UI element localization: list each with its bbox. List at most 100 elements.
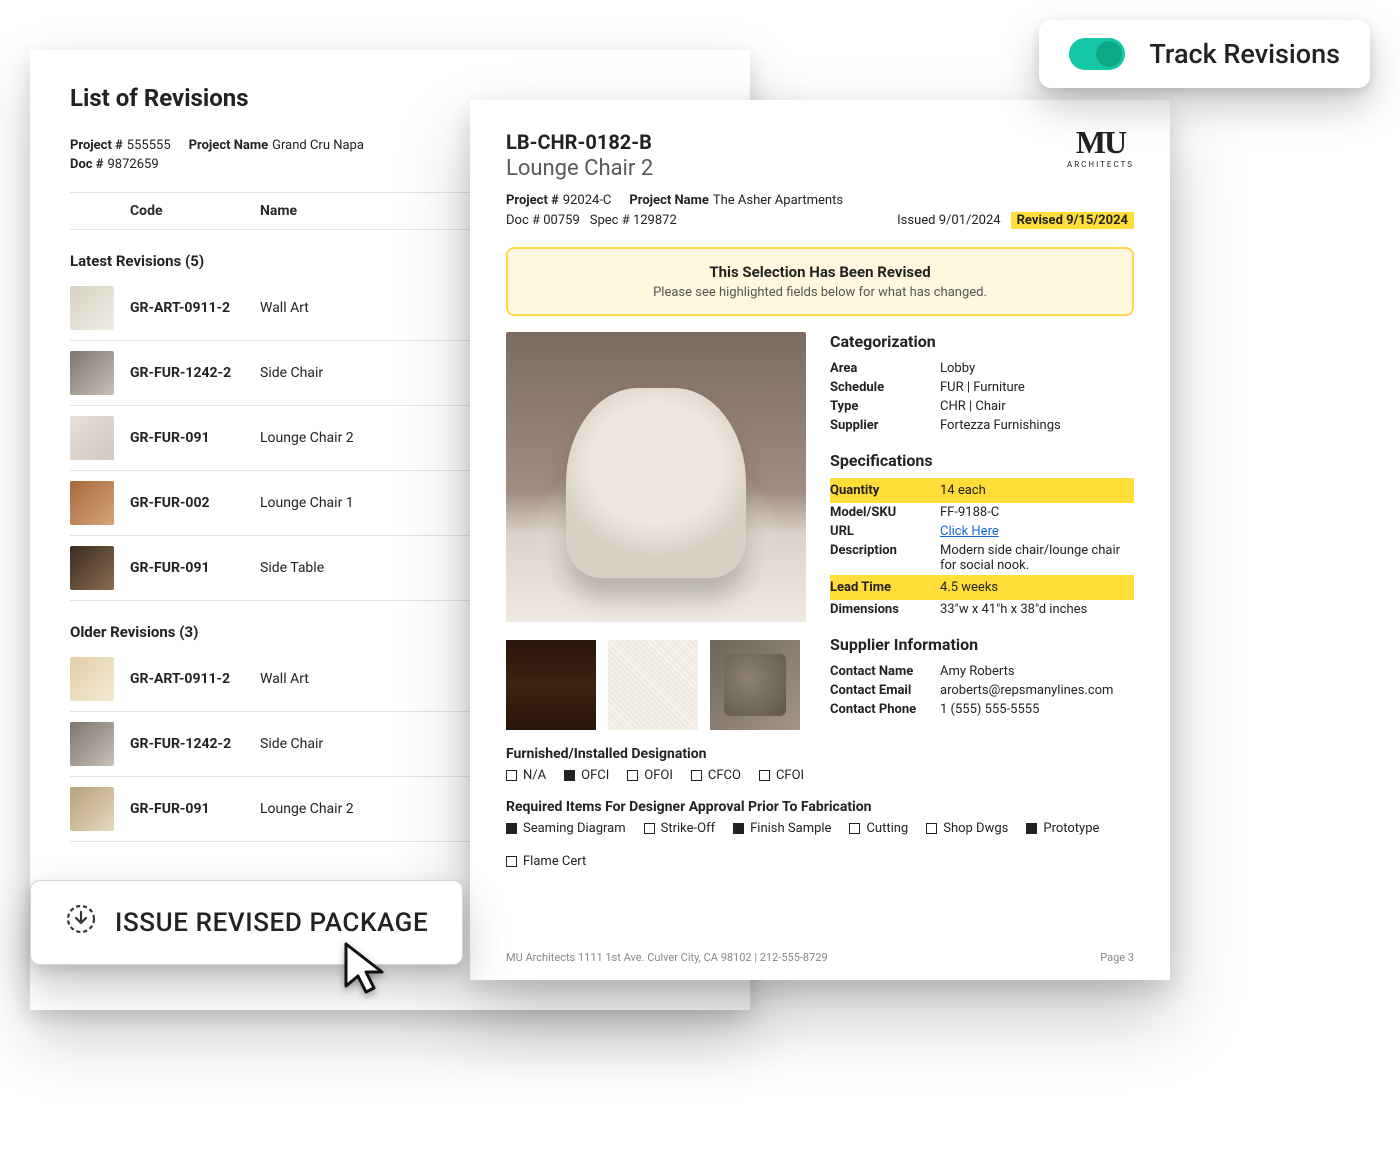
- footer-left: MU Architects 1111 1st Ave. Culver City,…: [506, 951, 828, 964]
- product-thumbnail: [70, 416, 114, 460]
- spec-revised-label: Revised: [1017, 213, 1063, 228]
- project-name-label: Project Name: [189, 138, 269, 153]
- product-thumbnail: [70, 286, 114, 330]
- v-url[interactable]: Click Here: [940, 524, 1134, 539]
- row-code: GR-FUR-091: [130, 560, 260, 576]
- checkbox-label: Flame Cert: [523, 854, 586, 869]
- doc-number: 9872659: [108, 157, 159, 172]
- checkbox-option[interactable]: Strike-Off: [644, 821, 715, 836]
- k-model: Model/SKU: [830, 505, 940, 520]
- checkbox-label: N/A: [523, 768, 546, 783]
- swatch-wood[interactable]: [506, 640, 596, 730]
- checkbox-option[interactable]: Seaming Diagram: [506, 821, 626, 836]
- product-thumbnail: [70, 657, 114, 701]
- checkbox-option[interactable]: OFCI: [564, 768, 609, 783]
- v-type: CHR | Chair: [940, 399, 1134, 414]
- spec-sheet-document: MU ARCHITECTS LB-CHR-0182-B Lounge Chair…: [470, 100, 1170, 980]
- checkbox-option[interactable]: Finish Sample: [733, 821, 831, 836]
- checkbox-label: Strike-Off: [661, 821, 715, 836]
- specifications-heading: Specifications: [830, 451, 1134, 470]
- row-code: GR-ART-0911-2: [130, 671, 260, 687]
- spec-footer: MU Architects 1111 1st Ave. Culver City,…: [506, 951, 1134, 964]
- spec-number-label: Spec #: [590, 213, 630, 228]
- spec-project-number: 92024-C: [563, 193, 612, 208]
- product-thumbnail: [70, 351, 114, 395]
- brand-wordmark: MU: [1067, 130, 1134, 156]
- checkbox-option[interactable]: Shop Dwgs: [926, 821, 1008, 836]
- track-revisions-card: Track Revisions: [1039, 20, 1370, 88]
- row-code: GR-FUR-091: [130, 801, 260, 817]
- checkbox-label: OFCI: [581, 768, 609, 783]
- v-supplier: Fortezza Furnishings: [940, 418, 1134, 433]
- categorization-heading: Categorization: [830, 332, 1134, 351]
- spec-revised-date: 9/15/2024: [1066, 213, 1128, 228]
- swatch-fabric[interactable]: [608, 640, 698, 730]
- checkbox-icon: [506, 823, 517, 834]
- checkbox-label: Prototype: [1043, 821, 1099, 836]
- checkbox-option[interactable]: CFOI: [759, 768, 804, 783]
- k-url: URL: [830, 524, 940, 539]
- checkbox-icon: [1026, 823, 1037, 834]
- supplier-heading: Supplier Information: [830, 635, 1134, 654]
- product-thumbnail: [70, 722, 114, 766]
- checkbox-label: Seaming Diagram: [523, 821, 626, 836]
- checkbox-label: CFCO: [708, 768, 741, 783]
- checkbox-label: Finish Sample: [750, 821, 831, 836]
- revised-notice: This Selection Has Been Revised Please s…: [506, 247, 1134, 316]
- spec-number: 129872: [633, 213, 677, 228]
- product-thumbnail: [70, 481, 114, 525]
- checkbox-option[interactable]: OFOI: [627, 768, 673, 783]
- revised-notice-sub: Please see highlighted fields below for …: [528, 285, 1112, 300]
- checkbox-label: Cutting: [866, 821, 908, 836]
- k-dims: Dimensions: [830, 602, 940, 617]
- k-lead: Lead Time: [830, 577, 940, 598]
- track-revisions-label: Track Revisions: [1149, 38, 1340, 70]
- product-thumbnail: [70, 546, 114, 590]
- product-sku: LB-CHR-0182-B: [506, 130, 1134, 154]
- checkbox-icon: [691, 770, 702, 781]
- swatch-pillow[interactable]: [710, 640, 800, 730]
- checkbox-icon: [926, 823, 937, 834]
- checkbox-icon: [849, 823, 860, 834]
- issue-revised-package-button[interactable]: ISSUE REVISED PACKAGE: [30, 880, 463, 965]
- spec-doc-label: Doc #: [506, 213, 540, 228]
- v-desc: Modern side chair/lounge chair for socia…: [940, 543, 1134, 573]
- brand-logo: MU ARCHITECTS: [1067, 130, 1134, 169]
- v-contact-email: aroberts@repsmanylines.com: [940, 683, 1134, 698]
- checkbox-icon: [564, 770, 575, 781]
- v-quantity: 14 each: [940, 480, 1134, 501]
- checkbox-option[interactable]: Cutting: [849, 821, 908, 836]
- checkbox-icon: [644, 823, 655, 834]
- checkbox-option[interactable]: N/A: [506, 768, 546, 783]
- v-model: FF-9188-C: [940, 505, 1134, 520]
- v-contact-name: Amy Roberts: [940, 664, 1134, 679]
- k-area: Area: [830, 361, 940, 376]
- k-desc: Description: [830, 543, 940, 573]
- k-contact-email: Contact Email: [830, 683, 940, 698]
- product-thumbnail: [70, 787, 114, 831]
- issue-button-label: ISSUE REVISED PACKAGE: [115, 908, 428, 938]
- k-supplier: Supplier: [830, 418, 940, 433]
- product-photo: [506, 332, 806, 622]
- approval-heading: Required Items For Designer Approval Pri…: [506, 799, 1134, 815]
- spec-doc-number: 00759: [543, 213, 580, 228]
- row-code: GR-FUR-1242-2: [130, 365, 260, 381]
- checkbox-option[interactable]: Flame Cert: [506, 854, 586, 869]
- v-dims: 33"w x 41"h x 38"d inches: [940, 602, 1134, 617]
- spec-issued-date: 9/01/2024: [939, 213, 1001, 228]
- track-revisions-toggle[interactable]: [1069, 38, 1125, 70]
- checkbox-option[interactable]: CFCO: [691, 768, 741, 783]
- designation-heading: Furnished/Installed Designation: [506, 746, 1134, 762]
- doc-number-label: Doc #: [70, 157, 104, 172]
- revised-notice-title: This Selection Has Been Revised: [528, 263, 1112, 281]
- cursor-icon: [340, 940, 394, 1004]
- v-schedule: FUR | Furniture: [940, 380, 1134, 395]
- spec-project-name: The Asher Apartments: [713, 193, 843, 208]
- checkbox-icon: [759, 770, 770, 781]
- row-code: GR-ART-0911-2: [130, 300, 260, 316]
- spec-project-name-label: Project Name: [629, 193, 709, 208]
- checkbox-label: Shop Dwgs: [943, 821, 1008, 836]
- k-quantity: Quantity: [830, 480, 940, 501]
- download-icon: [65, 903, 97, 942]
- checkbox-option[interactable]: Prototype: [1026, 821, 1099, 836]
